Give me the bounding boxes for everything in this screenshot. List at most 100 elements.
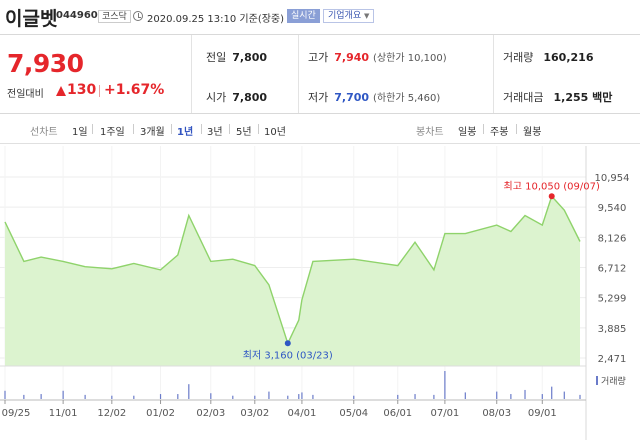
high-annotation: 최고 10,050 (09/07)	[504, 180, 600, 192]
volume-bar	[579, 394, 581, 399]
divider	[516, 124, 517, 134]
lower-limit: (하한가 5,460)	[373, 93, 441, 104]
candle-chart-label: 봉차트	[416, 127, 444, 138]
price-area	[5, 196, 580, 366]
volume-bar	[433, 394, 435, 399]
tab-period-3m[interactable]: 3개월	[140, 127, 165, 138]
company-info-button[interactable]: 기업개요 ▼	[323, 9, 375, 23]
volume-bar	[312, 394, 314, 399]
high-value: 7,940	[334, 51, 370, 64]
market-badge: 코스닥	[98, 10, 131, 23]
open-cell: 시가 7,800	[206, 89, 267, 105]
volume-bar	[524, 389, 526, 399]
divider	[483, 124, 484, 134]
tab-period-1d[interactable]: 1일	[72, 127, 88, 138]
volume-bar	[210, 393, 212, 399]
volume-bar	[541, 394, 543, 399]
volume-bar	[563, 391, 565, 399]
tab-candle-daily[interactable]: 일봉	[458, 127, 477, 138]
tab-period-5y[interactable]: 5년	[236, 127, 252, 138]
realtime-button[interactable]: 실시간	[287, 9, 320, 23]
divider	[201, 124, 202, 134]
low-point-marker	[284, 340, 291, 347]
volume-bar	[4, 390, 6, 399]
x-tick-label: 01/02	[146, 408, 175, 419]
tab-candle-monthly[interactable]: 월봉	[523, 127, 542, 138]
volume-bar	[496, 391, 498, 399]
clock-icon	[133, 11, 143, 21]
x-tick-label: 07/01	[430, 408, 459, 419]
prev-close-value: 7,800	[232, 51, 268, 64]
chart-tabs: 선차트 1일 1주일 3개월 1년 3년 5년 10년 봉차트 일봉 주봉 월봉	[0, 114, 640, 144]
low-value: 7,700	[334, 91, 370, 104]
y-tick-label: 6,712	[598, 264, 627, 275]
change-amount: 130	[67, 82, 97, 98]
volume-bar	[40, 394, 42, 399]
volume-bar	[232, 395, 234, 399]
current-price: 7,930	[7, 49, 84, 78]
y-tick-label: 9,540	[598, 203, 627, 214]
volume-bar	[159, 394, 162, 399]
price-box: 7,930 전일대비 130 +1.67%	[0, 35, 192, 113]
prev-close-cell: 전일 7,800	[206, 49, 267, 65]
tab-period-3y[interactable]: 3년	[207, 127, 223, 138]
open-label: 시가	[206, 91, 227, 104]
divider	[92, 124, 93, 134]
up-triangle-icon	[56, 86, 66, 96]
volume-bar	[23, 394, 25, 399]
y-tick-label: 10,954	[595, 173, 630, 184]
open-value: 7,800	[232, 91, 268, 104]
x-tick-label: 03/02	[240, 408, 269, 419]
volume-bar	[133, 395, 135, 399]
y-tick-label: 2,471	[598, 354, 627, 365]
y-tick-label: 8,126	[598, 233, 627, 244]
divider	[229, 124, 230, 134]
x-tick-label: 12/02	[97, 408, 126, 419]
tab-period-10y[interactable]: 10년	[264, 127, 286, 138]
volume-value: 160,216	[543, 51, 594, 64]
volume-bar	[287, 395, 289, 399]
volume-bar	[111, 395, 113, 399]
volume-legend-swatch	[596, 376, 598, 385]
stock-code: 044960	[56, 10, 98, 21]
x-tick-label: 11/01	[49, 408, 78, 419]
tab-candle-weekly[interactable]: 주봉	[490, 127, 509, 138]
y-tick-label: 3,885	[598, 324, 627, 335]
divider	[171, 124, 172, 134]
divider	[258, 124, 259, 134]
volume-bar	[177, 394, 179, 399]
x-tick-label: 08/03	[482, 408, 511, 419]
quote-panel: 7,930 전일대비 130 +1.67% 전일 7,800 시가 7,800 고가…	[0, 34, 640, 114]
price-line	[4, 194, 581, 346]
y-tick-label: 5,299	[598, 294, 627, 305]
volume-bar	[397, 394, 399, 399]
company-info-label: 기업개요	[328, 11, 362, 21]
volume-bar	[510, 394, 512, 399]
volume-bar	[414, 394, 416, 399]
volume-label: 거래량	[503, 51, 534, 64]
change-divider	[99, 85, 100, 97]
prev-close-label: 전일	[206, 51, 227, 64]
stock-name: 이글벳	[5, 8, 58, 30]
price-chart[interactable]: 10,954 9,540 8,126 6,712 5,299 3,885 2,471 최고 1…	[0, 146, 640, 440]
low-label: 저가	[308, 91, 329, 104]
low-annotation: 최저 3,160 (03/23)	[243, 349, 333, 361]
volume-bar	[188, 384, 190, 399]
tab-period-1w[interactable]: 1주일	[100, 127, 125, 138]
tab-period-1y[interactable]: 1년	[177, 127, 194, 138]
volume-legend-label: 거래량	[601, 375, 626, 387]
upper-limit: (상한가 10,100)	[373, 53, 447, 64]
divider	[133, 124, 134, 134]
volume-bar	[464, 392, 466, 399]
volume-bar	[62, 390, 64, 399]
volume-bar	[353, 395, 355, 399]
high-point-marker	[548, 193, 555, 200]
amount-cell: 거래대금 1,255 백만	[503, 89, 612, 105]
divider	[493, 35, 494, 113]
volume-bar	[254, 395, 256, 399]
amount-label: 거래대금	[503, 91, 544, 104]
change-percent: +1.67%	[104, 82, 165, 98]
volume-bar	[301, 392, 303, 399]
amount-value: 1,255 백만	[553, 91, 613, 104]
x-tick-label: 09/25	[2, 408, 31, 419]
